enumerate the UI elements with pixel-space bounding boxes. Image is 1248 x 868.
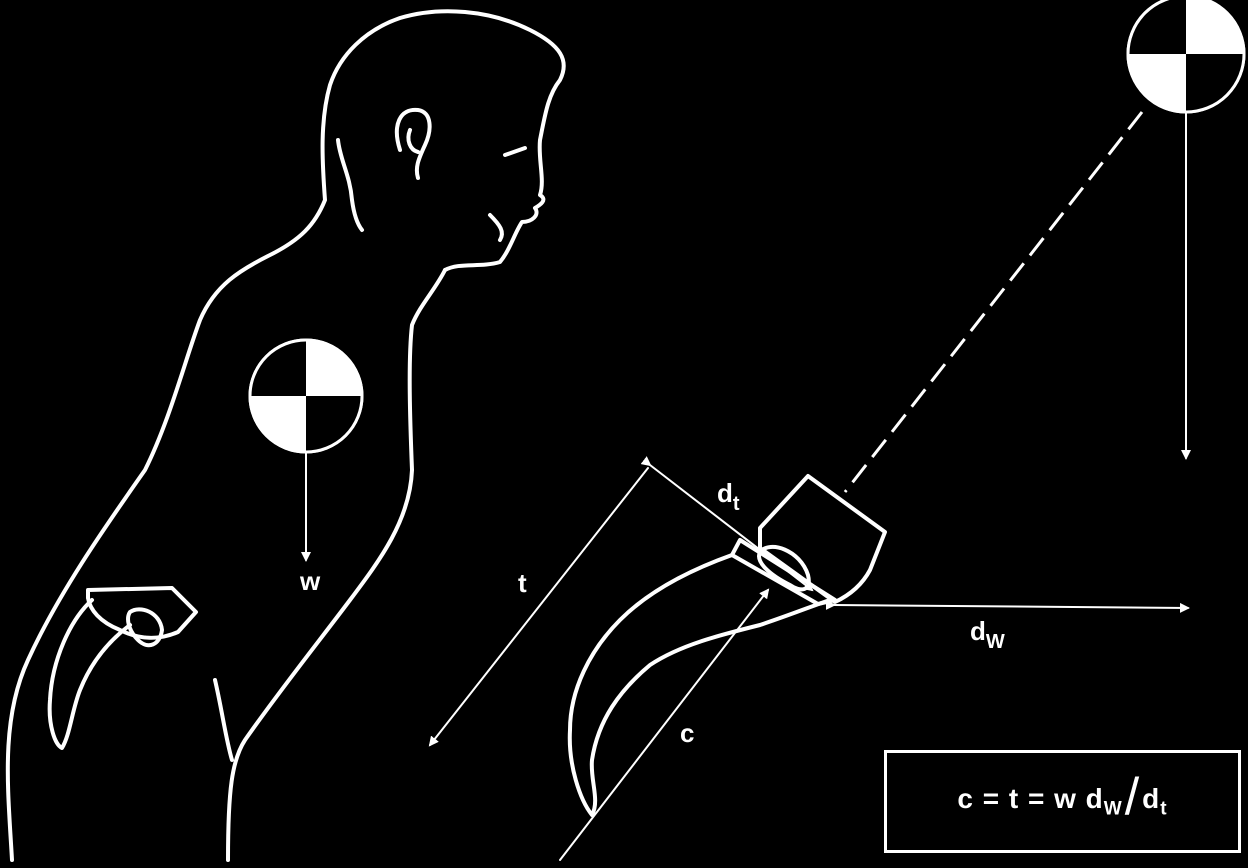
dt-arrow <box>640 456 814 592</box>
body-cog-marker <box>248 338 364 454</box>
lever-arm-dashed-line <box>843 111 1144 493</box>
t-label: t <box>518 568 527 598</box>
dw-arrow <box>825 599 1190 613</box>
dw-label: dW <box>970 616 1005 653</box>
c-line <box>559 588 770 861</box>
dt-label: dt <box>717 478 740 515</box>
c-label: c <box>680 718 694 748</box>
formula-box: c = t = w dW/dt <box>884 750 1241 853</box>
lever-formula: c = t = w dW/dt <box>957 768 1168 826</box>
person-figure <box>5 9 566 862</box>
pivot-hand-detail <box>567 474 887 817</box>
t-line <box>428 467 649 747</box>
load-cog-marker <box>1126 0 1246 114</box>
weight-label: w <box>299 566 321 596</box>
